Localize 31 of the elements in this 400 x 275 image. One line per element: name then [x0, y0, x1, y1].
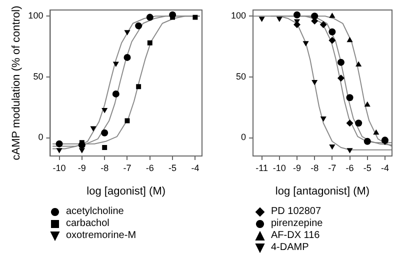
y-tick-label: 50 — [33, 71, 44, 82]
y-axis-title: cAMP modulation (% of control) — [10, 6, 23, 160]
x-tick-label: -6 — [146, 162, 154, 173]
x-tick-label: -7 — [123, 162, 132, 173]
x-tick-label: -10 — [272, 162, 286, 173]
legend-label: 4-DAMP — [271, 242, 309, 254]
x-tick-label: -8 — [310, 162, 319, 173]
legend-label: acetylcholine — [66, 206, 124, 218]
legend-label: pirenzepine — [271, 218, 323, 230]
x-tick-label: -7 — [328, 162, 336, 173]
x-tick-label: -11 — [256, 162, 268, 173]
y-tick-label: 50 — [236, 71, 246, 82]
x-tick-label: -6 — [346, 162, 354, 173]
x-tick-label: -5 — [363, 162, 372, 173]
legend-label: carbachol — [66, 218, 110, 230]
x-tick-label: -10 — [52, 162, 66, 173]
x-tick-label: -9 — [78, 162, 86, 173]
legend-label: PD 102807 — [271, 206, 322, 218]
x-axis-title: log [agonist] (M) — [86, 185, 166, 198]
x-axis-title: log [antagonist] (M) — [275, 185, 370, 198]
x-tick-label: -4 — [380, 162, 389, 173]
x-tick-label: -8 — [100, 162, 109, 173]
y-tick-label: 0 — [38, 132, 44, 142]
y-tick-label: 100 — [230, 10, 246, 21]
legend-label: AF-DX 116 — [271, 230, 320, 242]
y-tick-label: 100 — [28, 10, 44, 21]
y-tick-label: 0 — [241, 132, 246, 142]
x-tick-label: -5 — [168, 162, 177, 173]
legend-label: oxotremorine-M — [66, 230, 136, 242]
x-tick-label: -4 — [191, 162, 200, 173]
x-tick-label: -9 — [292, 162, 302, 173]
